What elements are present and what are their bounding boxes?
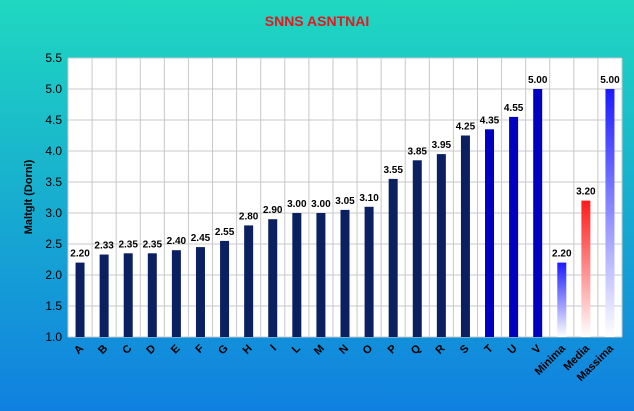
value-label: 3.05 bbox=[335, 196, 355, 207]
bar-h bbox=[244, 225, 254, 337]
bar-g bbox=[220, 240, 230, 337]
value-label: 4.25 bbox=[456, 122, 476, 133]
y-axis-label: Maltglt (Dorni) bbox=[23, 159, 35, 234]
bar-i bbox=[268, 219, 278, 337]
bar-a bbox=[75, 262, 85, 337]
bar-s bbox=[460, 135, 470, 337]
value-label: 4.35 bbox=[480, 115, 500, 126]
value-label: 2.40 bbox=[167, 236, 187, 247]
value-label: 3.55 bbox=[383, 165, 403, 176]
bar-d bbox=[147, 253, 157, 337]
bar-minima bbox=[557, 262, 567, 337]
y-tick-label: 5.5 bbox=[45, 51, 62, 65]
value-label: 2.20 bbox=[552, 249, 572, 260]
bar-media bbox=[581, 200, 591, 337]
value-label: 2.80 bbox=[239, 211, 259, 222]
bar-r bbox=[436, 154, 446, 337]
bar-q bbox=[412, 160, 422, 337]
bars bbox=[75, 89, 615, 338]
chart-title: SNNS ASNTNAI bbox=[265, 13, 370, 29]
bar-l bbox=[292, 213, 302, 337]
bar-p bbox=[388, 178, 398, 337]
y-tick-label: 2.0 bbox=[45, 268, 62, 282]
x-tick-label: I bbox=[268, 343, 279, 354]
bar-massima bbox=[605, 89, 615, 337]
value-label: 2.90 bbox=[263, 205, 283, 216]
bar-m bbox=[316, 213, 326, 337]
value-label: 2.33 bbox=[94, 241, 114, 252]
value-label: 2.35 bbox=[118, 239, 138, 250]
y-tick-label: 4.5 bbox=[45, 113, 62, 127]
y-tick-label: 1.0 bbox=[45, 330, 62, 344]
y-tick-label: 5.0 bbox=[45, 82, 62, 96]
value-label: 3.95 bbox=[432, 140, 452, 151]
y-tick-label: 1.5 bbox=[45, 299, 62, 313]
bar-e bbox=[171, 250, 181, 337]
bar-f bbox=[195, 247, 205, 337]
value-label: 2.55 bbox=[215, 227, 235, 238]
bar-n bbox=[340, 209, 350, 337]
bar-b bbox=[99, 254, 109, 337]
bar-o bbox=[364, 206, 374, 337]
bar-c bbox=[123, 253, 133, 337]
value-label: 3.85 bbox=[408, 146, 428, 157]
value-label: 2.20 bbox=[70, 249, 90, 260]
bar-u bbox=[509, 116, 519, 338]
value-label: 5.00 bbox=[528, 75, 548, 86]
y-axis-ticks: 1.0 1.5 2.0 2.5 3.0 3.5 4.0 4.5 5.0 5.5 bbox=[45, 51, 62, 344]
value-label: 4.55 bbox=[504, 103, 524, 114]
value-label: 3.00 bbox=[287, 199, 307, 210]
y-tick-label: 2.5 bbox=[45, 237, 62, 251]
y-tick-label: 4.0 bbox=[45, 144, 62, 158]
bar-t bbox=[485, 129, 495, 337]
y-tick-label: 3.5 bbox=[45, 175, 62, 189]
value-label: 3.10 bbox=[359, 193, 379, 204]
value-label: 5.00 bbox=[600, 75, 620, 86]
value-label: 3.00 bbox=[311, 199, 331, 210]
y-tick-label: 3.0 bbox=[45, 206, 62, 220]
value-label: 2.45 bbox=[191, 233, 211, 244]
value-label: 3.20 bbox=[576, 187, 596, 198]
bar-v bbox=[533, 89, 543, 337]
gridlines bbox=[67, 57, 623, 338]
value-labels: 2.20 2.33 2.35 2.35 2.40 2.45 2.55 2.80 2.90 3.00… bbox=[70, 75, 620, 260]
value-label: 2.35 bbox=[143, 239, 163, 250]
